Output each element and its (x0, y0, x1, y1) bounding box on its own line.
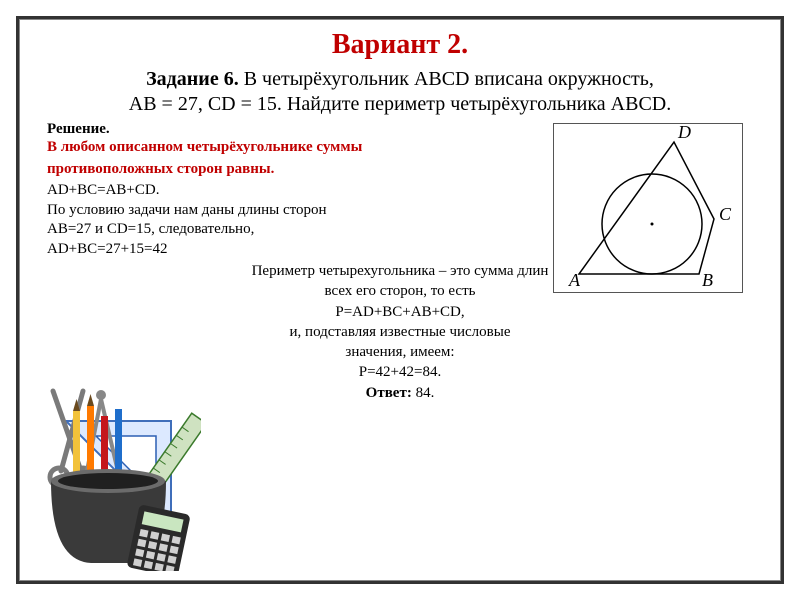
problem-text-2: AB = 27, CD = 15. Найдите периметр четыр… (129, 93, 671, 115)
subst-line-1: и, подставляя известные числовые (47, 322, 753, 342)
subst-line-2: значения, имеем: (47, 342, 753, 362)
label-C: C (719, 204, 732, 224)
label-D: D (677, 124, 691, 142)
problem-text-1: В четырёхугольник ABCD вписана окружност… (239, 68, 654, 90)
label-A: A (568, 270, 581, 290)
geometry-diagram: A B C D (553, 123, 743, 293)
circle-center-dot (651, 223, 654, 226)
content-area: Решение. В любом описанном четырёхугольн… (47, 121, 753, 403)
slide-frame: Вариант 2. Задание 6. В четырёхугольник … (16, 16, 784, 584)
perim-formula: P=AD+BC+AB+CD, (47, 302, 753, 322)
tools-svg (31, 381, 201, 571)
stationery-illustration (31, 381, 201, 571)
quadrilateral (579, 142, 714, 274)
label-B: B (702, 270, 713, 290)
answer-label: Ответ: (366, 385, 412, 401)
problem-statement: Задание 6. В четырёхугольник ABCD вписан… (47, 67, 753, 117)
diagram-svg: A B C D (554, 124, 744, 294)
variant-title: Вариант 2. (19, 29, 781, 61)
result-line: P=42+42=84. (47, 362, 753, 382)
answer-value: 84. (412, 385, 435, 401)
task-label: Задание 6. (146, 68, 239, 90)
